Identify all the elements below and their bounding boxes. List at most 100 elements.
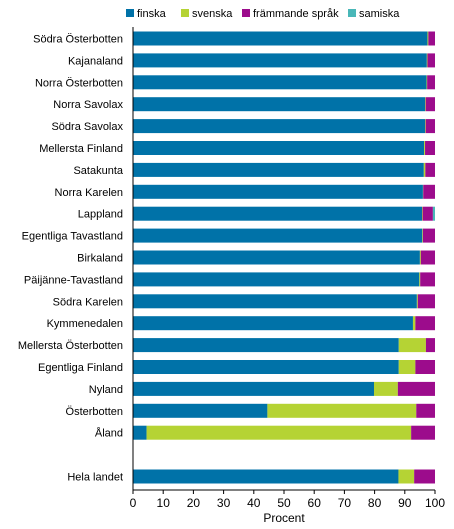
category-label: Norra Karelen xyxy=(55,187,123,199)
x-tick-label: 60 xyxy=(308,496,322,510)
bar-segment-frammande-sprak xyxy=(425,97,435,112)
x-tick-label: 80 xyxy=(368,496,382,510)
bar-segment-frammande-sprak xyxy=(397,381,435,396)
bar-segment-frammande-sprak xyxy=(420,272,435,287)
legend-label: svenska xyxy=(192,8,233,20)
x-axis-label: Procent xyxy=(263,511,305,525)
legend-swatch xyxy=(126,9,134,17)
bar-segment-finska xyxy=(133,272,420,287)
legend-swatch xyxy=(348,9,356,17)
x-tick-label: 20 xyxy=(187,496,201,510)
category-label: Österbotten xyxy=(66,406,123,418)
category-label: Södra Österbotten xyxy=(33,34,123,46)
category-label: Birkaland xyxy=(77,253,123,265)
bar-segment-svenska xyxy=(267,403,417,418)
category-label: Norra Savolax xyxy=(53,99,123,111)
category-label: Päijänne-Tavastland xyxy=(24,274,123,286)
plot-area: Södra Österbotten Kajanaland Norra Österbo… xyxy=(18,31,435,484)
bar-segment-svenska xyxy=(412,316,416,331)
axes: 0 10 20 30 40 50 60 70 80 90 100 xyxy=(130,27,445,510)
category-label: Åland xyxy=(95,427,123,440)
x-tick-label: 0 xyxy=(130,496,137,510)
bar-segment-svenska xyxy=(416,294,418,309)
bar-segment-finska xyxy=(133,162,424,177)
bar-segment-svenska xyxy=(373,381,398,396)
bar-segment-finska xyxy=(133,75,427,90)
bar-segment-svenska xyxy=(422,206,423,221)
bar-segment-frammande-sprak xyxy=(425,119,435,134)
legend-label: samiska xyxy=(359,8,400,20)
bar-segment-finska xyxy=(133,228,423,243)
bar-segment-finska xyxy=(133,141,425,155)
category-label: Hela landet xyxy=(67,472,123,484)
bar-segment-svenska xyxy=(425,97,426,112)
bar-segment-frammande-sprak xyxy=(428,31,435,46)
bar-segment-frammande-sprak xyxy=(425,141,435,155)
bar-segment-svenska xyxy=(427,31,429,46)
bar-segment-finska xyxy=(133,250,420,265)
category-label: Södra Karelen xyxy=(53,296,123,308)
bar-segment-finska xyxy=(133,469,399,484)
category-label: Kajanaland xyxy=(68,55,123,67)
bar-segment-finska xyxy=(133,425,147,440)
legend-label: finska xyxy=(137,8,167,20)
bar-segment-svenska xyxy=(398,360,416,374)
bar-segment-svenska xyxy=(422,228,423,243)
bar-segment-frammande-sprak xyxy=(425,162,435,177)
category-label: Egentliga Tavastland xyxy=(22,231,123,243)
bar-segment-svenska xyxy=(146,425,412,440)
category-label: Mellersta Finland xyxy=(39,143,123,155)
bar-segment-finska xyxy=(133,119,426,134)
bar-segment-finska xyxy=(133,316,413,331)
bar-segment-frammande-sprak xyxy=(416,403,435,418)
category-label: Mellersta Österbotten xyxy=(18,340,123,352)
bar-segment-svenska xyxy=(398,338,426,353)
bar-segment-finska xyxy=(133,294,417,309)
bar-segment-svenska xyxy=(426,75,428,90)
bar-segment-frammande-sprak xyxy=(414,469,435,484)
bar-segment-svenska xyxy=(423,162,426,177)
category-label: Satakunta xyxy=(73,165,123,177)
bar-segment-frammande-sprak xyxy=(420,250,435,265)
category-label: Norra Österbotten xyxy=(35,77,123,89)
x-tick-label: 90 xyxy=(398,496,412,510)
bar-segment-finska xyxy=(133,97,426,112)
bar-segment-svenska xyxy=(419,250,421,265)
bar-segment-frammande-sprak xyxy=(415,316,435,331)
legend-item-frammande-sprak: främmande språk xyxy=(242,8,339,20)
bar-segment-finska xyxy=(133,338,399,353)
category-label: Södra Savolax xyxy=(51,121,123,133)
x-tick-label: 40 xyxy=(247,496,261,510)
bar-segment-finska xyxy=(133,206,423,221)
bar-segment-finska xyxy=(133,360,399,374)
legend-swatch xyxy=(242,9,250,17)
legend: finska svenska främmande språk samiska xyxy=(126,8,400,20)
category-label: Nyland xyxy=(89,384,123,396)
bar-segment-finska xyxy=(133,184,423,199)
bar-segment-finska xyxy=(133,31,428,46)
bar-segment-frammande-sprak xyxy=(417,294,435,309)
bar-segment-svenska xyxy=(425,119,426,134)
category-label: Lappland xyxy=(78,209,123,221)
bar-segment-svenska xyxy=(419,272,421,287)
x-tick-label: 70 xyxy=(338,496,352,510)
bar-segment-finska xyxy=(133,381,374,396)
bar-segment-svenska xyxy=(424,141,426,155)
bar-segment-frammande-sprak xyxy=(423,184,435,199)
bar-segment-svenska xyxy=(426,53,428,68)
category-label: Egentliga Finland xyxy=(38,362,123,374)
x-tick-label: 10 xyxy=(157,496,171,510)
bar-segment-frammande-sprak xyxy=(427,53,435,68)
bar-segment-frammande-sprak xyxy=(411,425,435,440)
legend-label: främmande språk xyxy=(253,8,339,20)
bar-segment-frammande-sprak xyxy=(425,338,435,353)
bar-segment-frammande-sprak xyxy=(422,206,433,221)
bar-segment-frammande-sprak xyxy=(427,75,435,90)
legend-item-finska: finska xyxy=(126,8,167,20)
bar-segment-samiska xyxy=(432,206,435,221)
bar-segment-finska xyxy=(133,53,427,68)
x-tick-label: 50 xyxy=(277,496,291,510)
legend-item-svenska: svenska xyxy=(181,8,233,20)
bar-segment-frammande-sprak xyxy=(422,228,435,243)
